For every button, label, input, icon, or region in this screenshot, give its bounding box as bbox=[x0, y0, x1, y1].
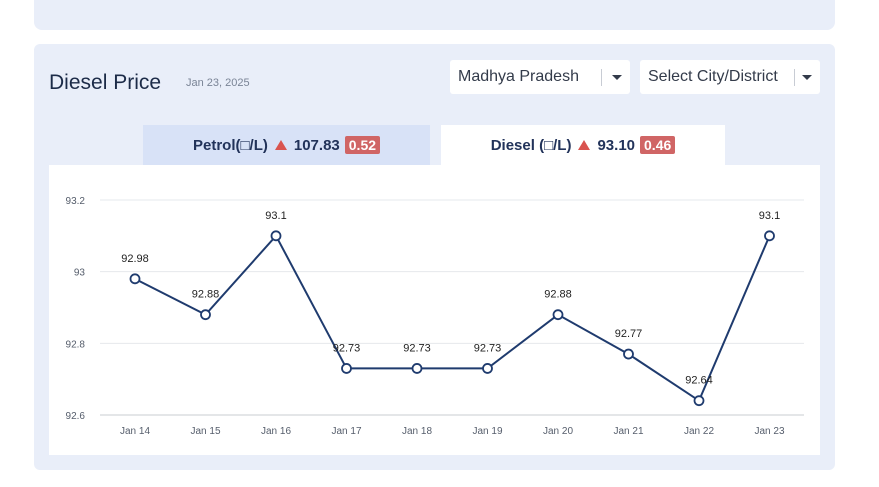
data-point bbox=[623, 348, 634, 360]
state-select-value: Madhya Pradesh bbox=[458, 68, 579, 85]
data-label: 92.73 bbox=[474, 342, 502, 354]
data-label: 92.77 bbox=[615, 328, 643, 340]
data-label: 92.64 bbox=[685, 375, 713, 387]
series-line bbox=[134, 234, 771, 403]
tab-petrol-label: Petrol(□/L) bbox=[192, 136, 268, 154]
price-date: Jan 23, 2025 bbox=[186, 77, 250, 89]
data-label: 92.88 bbox=[192, 289, 220, 301]
city-select-value: Select City/District bbox=[648, 68, 778, 85]
chevron-down-icon[interactable] bbox=[802, 75, 812, 80]
x-tick-label: Jan 16 bbox=[261, 426, 291, 437]
chevron-down-icon[interactable] bbox=[612, 75, 622, 80]
x-tick-label: Jan 15 bbox=[190, 426, 220, 437]
city-select[interactable]: Select City/District bbox=[640, 60, 820, 94]
up-arrow-icon bbox=[578, 140, 591, 150]
state-select[interactable]: Madhya Pradesh bbox=[450, 60, 630, 94]
y-tick-label: 93 bbox=[74, 268, 86, 279]
top-card bbox=[34, 0, 835, 30]
data-label: 92.73 bbox=[403, 342, 431, 354]
data-point bbox=[482, 363, 493, 374]
data-point bbox=[341, 363, 352, 374]
data-point bbox=[270, 230, 282, 242]
data-point bbox=[411, 363, 423, 374]
tab-diesel-change-badge: 0.46 bbox=[640, 136, 676, 154]
tab-diesel[interactable]: Diesel (□/L) 93.10 0.46 bbox=[441, 125, 725, 165]
x-tick-label: Jan 17 bbox=[331, 426, 361, 437]
price-line-chart: 93.2 93 92.8 92.6 Jan 14 Jan 15 Jan 16 Jan 17 Ja… bbox=[66, 196, 804, 437]
x-tick-label: Jan 23 bbox=[754, 426, 784, 437]
x-tick-label: Jan 21 bbox=[613, 426, 643, 437]
data-label: 92.88 bbox=[544, 289, 572, 301]
data-label: 92.73 bbox=[333, 342, 361, 354]
data-point bbox=[693, 395, 705, 407]
x-tick-label: Jan 19 bbox=[472, 426, 502, 437]
tab-diesel-price: 93.10 bbox=[597, 136, 636, 154]
city-select-divider bbox=[794, 69, 795, 86]
data-point bbox=[129, 273, 141, 285]
data-point bbox=[200, 309, 211, 321]
data-point bbox=[764, 230, 775, 242]
y-tick-label: 93.2 bbox=[66, 196, 86, 207]
up-arrow-icon bbox=[274, 140, 287, 150]
tab-petrol[interactable]: Petrol(□/L) 107.83 0.52 bbox=[143, 125, 430, 165]
data-point bbox=[552, 309, 564, 321]
tab-petrol-change-badge: 0.52 bbox=[344, 136, 381, 154]
data-label: 93.1 bbox=[265, 210, 286, 222]
tab-diesel-label: Diesel (□/L) bbox=[490, 136, 572, 154]
x-tick-label: Jan 20 bbox=[543, 426, 573, 437]
page-title: Diesel Price bbox=[49, 71, 162, 94]
y-tick-label: 92.8 bbox=[66, 339, 86, 350]
state-select-divider bbox=[601, 69, 602, 86]
x-tick-label: Jan 18 bbox=[402, 426, 432, 437]
chart-area: 93.2 93 92.8 92.6 Jan 14 Jan 15 Jan 16 Jan 17 Ja… bbox=[49, 165, 820, 455]
data-label: 93.1 bbox=[759, 210, 780, 222]
x-tick-label: Jan 22 bbox=[684, 426, 714, 437]
x-tick-label: Jan 14 bbox=[120, 426, 150, 437]
tab-petrol-price: 107.83 bbox=[293, 136, 340, 154]
y-tick-label: 92.6 bbox=[66, 411, 86, 422]
data-label: 92.98 bbox=[121, 253, 149, 265]
